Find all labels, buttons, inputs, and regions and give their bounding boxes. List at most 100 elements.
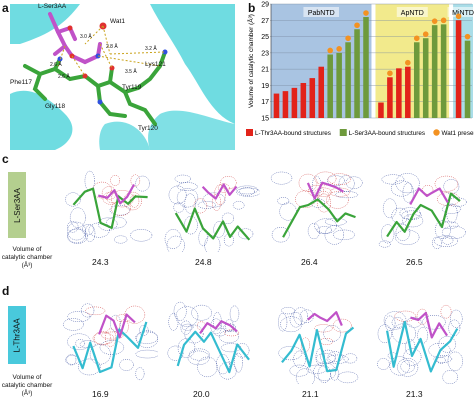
density-mesh — [278, 346, 303, 361]
residue-sticks — [281, 326, 355, 373]
bar — [291, 87, 298, 118]
label-phe117: Phe117 — [10, 79, 32, 86]
density-mesh — [281, 306, 295, 315]
bar — [300, 82, 307, 118]
density-mesh — [85, 306, 106, 316]
density-mesh — [277, 197, 290, 205]
residue-sticks — [386, 192, 461, 238]
density-mesh — [271, 227, 290, 243]
density-mesh — [67, 228, 86, 244]
bar — [327, 54, 333, 118]
density-mesh — [135, 367, 145, 381]
density-mesh — [436, 192, 460, 206]
density-mesh — [99, 340, 125, 355]
density-mesh — [298, 173, 318, 192]
density-mesh — [65, 192, 81, 207]
ribbon-shape — [148, 110, 235, 150]
density-mesh — [405, 339, 416, 355]
density-mesh — [327, 173, 352, 185]
density-mesh — [434, 235, 459, 247]
density-mesh — [173, 301, 187, 321]
density-mesh — [191, 304, 212, 321]
density-mesh — [327, 351, 343, 363]
density-mesh — [293, 350, 306, 368]
density-mesh — [221, 212, 235, 224]
density-mesh — [111, 201, 131, 216]
label-wat1: Wat1 — [110, 18, 125, 25]
bar — [422, 38, 429, 119]
ribbon-shape — [150, 4, 235, 124]
density-mesh — [67, 221, 79, 233]
caption-line: catalytic chamber — [1, 254, 53, 261]
density-mesh — [345, 176, 363, 189]
density-mesh — [391, 180, 413, 197]
y-tick-label: 15 — [261, 116, 269, 123]
bar — [440, 24, 447, 118]
bar — [431, 25, 438, 118]
density-mesh — [77, 358, 101, 376]
density-mesh — [75, 339, 85, 348]
panel-letter-b: b — [248, 1, 256, 15]
residue-sticks — [282, 198, 356, 238]
bar — [405, 66, 411, 118]
ligand-sticks — [307, 311, 343, 327]
density-mesh — [280, 316, 303, 333]
panel-b-chart: PabNTD ApNTD MjNTD 15 17 19 21 23 25 27 29 Volume o… — [244, 0, 474, 150]
bar — [387, 77, 393, 118]
volume-caption-d: Volume of catalytic chamber (Å³) — [0, 374, 54, 398]
wat1-marker — [327, 47, 333, 54]
density-mesh — [189, 348, 210, 361]
ligand-sticks — [306, 181, 345, 200]
residue-sticks — [385, 320, 459, 373]
bar — [309, 78, 316, 118]
bar — [354, 29, 360, 118]
density-mesh — [84, 224, 96, 242]
volume-value: 20.0 — [193, 389, 210, 399]
row-tag-ser: L-Ser3AA — [8, 172, 26, 238]
density-mesh — [202, 192, 226, 208]
density-mesh — [223, 233, 234, 247]
distance-label: 3.5 Å — [125, 69, 137, 75]
ribbon-shape — [99, 121, 150, 150]
density-panel — [58, 300, 160, 389]
density-mesh — [110, 175, 120, 186]
bar — [345, 42, 351, 119]
density-mesh — [168, 185, 187, 205]
volume-value: 26.5 — [406, 257, 423, 267]
density-mesh — [330, 367, 340, 381]
density-mesh — [177, 338, 196, 358]
density-mesh — [391, 316, 404, 328]
density-mesh — [109, 205, 131, 216]
density-mesh — [111, 190, 134, 208]
y-tick-label: 17 — [261, 99, 269, 106]
density-mesh — [394, 310, 417, 322]
density-mesh — [173, 202, 185, 213]
density-mesh — [235, 343, 250, 358]
density-mesh — [92, 332, 115, 345]
row-tag-thr: L-Thr3AA — [8, 306, 26, 364]
density-mesh — [79, 340, 96, 348]
legend-swatch — [339, 129, 347, 136]
density-mesh — [175, 306, 199, 327]
density-mesh — [66, 353, 77, 366]
group-label-bg — [396, 7, 428, 17]
density-mesh — [109, 314, 121, 332]
density-mesh — [223, 323, 236, 332]
density-mesh — [384, 315, 396, 331]
wat1-marker — [455, 13, 462, 20]
density-mesh — [307, 222, 321, 240]
density-mesh — [422, 185, 434, 195]
density-mesh — [383, 311, 407, 330]
density-mesh — [67, 221, 86, 241]
caption-line: (Å³) — [21, 390, 33, 397]
bar — [273, 93, 280, 118]
label-gly118: Gly118 — [45, 103, 66, 110]
row-tag-thr-bg — [8, 306, 26, 364]
density-mesh — [232, 201, 245, 210]
bar — [336, 52, 342, 118]
density-mesh — [180, 320, 192, 335]
label-ligand: L-Ser3AA — [38, 3, 67, 10]
density-mesh — [220, 176, 237, 190]
density-mesh — [389, 356, 410, 376]
density-mesh — [441, 204, 462, 214]
